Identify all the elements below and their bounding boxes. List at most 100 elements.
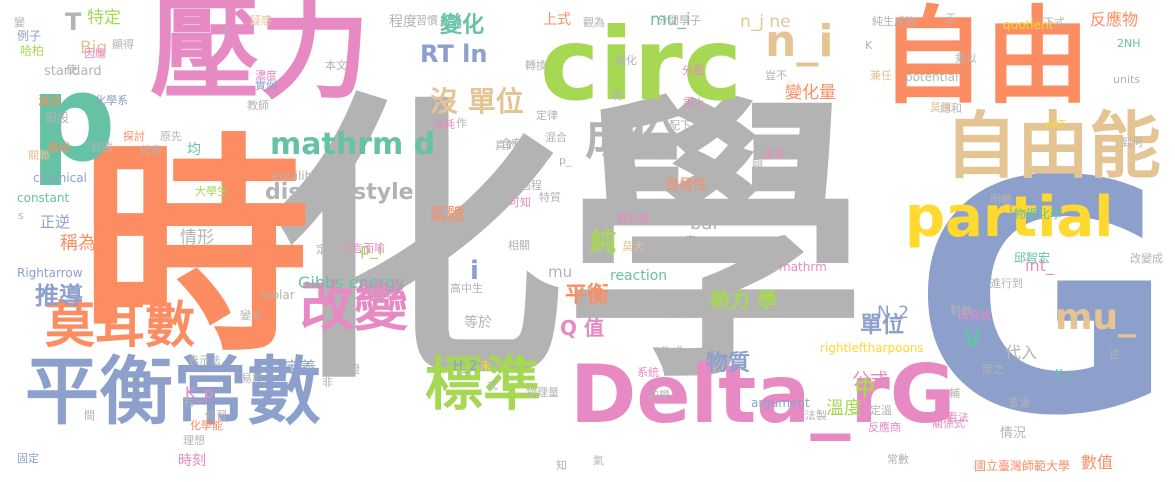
- word-29: 稱為: [60, 233, 96, 254]
- word-121: 生成: [661, 345, 683, 358]
- word-83: 哈柏: [20, 44, 45, 58]
- word-155: 陸之: [982, 363, 1004, 376]
- word-159: 原先: [160, 130, 182, 143]
- word-39: 熱力 學: [710, 288, 777, 312]
- word-125: 法製: [805, 409, 827, 422]
- word-68: Rightarrow: [17, 266, 83, 280]
- word-24: mu_i: [650, 10, 691, 30]
- word-26: 變化量: [785, 83, 836, 103]
- word-2: G: [912, 114, 1175, 482]
- word-160: 真的: [495, 139, 517, 152]
- word-32: 純: [590, 228, 617, 258]
- word-147: 到何: [1121, 136, 1143, 149]
- word-41: 單位: [860, 313, 905, 338]
- word-133: 進行到: [990, 277, 1023, 290]
- word-17: mu_: [1055, 297, 1137, 338]
- word-11: 標準: [425, 350, 542, 418]
- word-166: 定: [685, 234, 696, 247]
- word-66: rightleftharpoons: [820, 341, 924, 355]
- word-163: 含有: [501, 137, 523, 150]
- word-7: 自由能: [945, 104, 1162, 188]
- word-85: 假設: [45, 111, 70, 125]
- word-74: 代入: [1005, 343, 1038, 362]
- word-38: Q 值: [560, 316, 604, 340]
- word-173: 氣: [593, 454, 604, 467]
- word-136: 下純: [367, 268, 389, 281]
- word-154: 唯其: [662, 206, 684, 219]
- word-135: 定理式: [316, 243, 349, 256]
- word-126: 定溫: [870, 404, 892, 417]
- word-103: 兼任: [870, 69, 892, 82]
- word-59: standard: [44, 64, 102, 79]
- word-62: constant: [17, 191, 70, 205]
- word-111: 可知: [509, 196, 531, 209]
- word-46: NH_3: [934, 265, 982, 286]
- word-142: 狀態: [91, 141, 113, 154]
- word-102: 乘以: [955, 52, 977, 65]
- word-96: 轉換: [525, 59, 547, 72]
- word-144: 2NH: [1117, 37, 1141, 50]
- word-112: 特質: [539, 191, 561, 204]
- word-12: 改變: [300, 275, 408, 338]
- word-179: 正: [945, 12, 956, 25]
- word-8: 平衡常數: [25, 349, 321, 435]
- word-72: H_2: [453, 359, 478, 374]
- word-33: i: [470, 256, 479, 286]
- word-90: 實例: [255, 79, 277, 92]
- word-64: molar: [260, 288, 295, 302]
- word-50: 自發性: [665, 177, 707, 193]
- word-14: 成份: [585, 111, 677, 165]
- word-152: 觀為: [583, 16, 605, 29]
- word-107: 乘上: [683, 96, 705, 109]
- word-168: 未: [480, 359, 491, 372]
- word-67: mathrm: [779, 260, 827, 274]
- word-150: 變: [14, 16, 25, 29]
- word-10: partial: [905, 185, 1114, 250]
- word-4: 自由: [880, 0, 1091, 118]
- word-0: 化學: [265, 70, 865, 419]
- word-93: 程度: [389, 14, 417, 30]
- word-162: 剛: [752, 158, 763, 171]
- word-15: n_i: [765, 16, 834, 67]
- word-22: 特定: [87, 8, 121, 28]
- word-177: 式: [487, 379, 498, 392]
- word-140: 代表: [140, 144, 162, 157]
- word-77: 表示法: [188, 354, 221, 367]
- word-89: 教師: [247, 99, 269, 112]
- word-13: 莫耳數: [45, 296, 195, 354]
- word-73: p_i: [360, 240, 383, 259]
- word-51: 氣體: [430, 205, 464, 225]
- word-164: 作: [456, 117, 467, 130]
- word-81: 固定: [17, 452, 39, 465]
- word-52: 均: [187, 142, 201, 158]
- word-109: 混合: [545, 131, 567, 144]
- word-71: N_2: [877, 303, 910, 323]
- word-92: 本文: [325, 59, 347, 72]
- word-20: 變化: [440, 13, 485, 38]
- word-80: 修習: [205, 409, 227, 422]
- word-87: 關聯: [28, 149, 50, 162]
- word-105: 豈不: [765, 69, 787, 82]
- word-23: Big: [80, 38, 108, 58]
- word-70: K_c: [1055, 367, 1076, 381]
- word-97: 隨化: [615, 54, 637, 67]
- word-100: 總和: [940, 102, 962, 115]
- word-5: circ: [540, 6, 743, 123]
- word-130: 意涵: [1008, 396, 1030, 409]
- word-180: K: [865, 39, 873, 52]
- word-127: 反應商: [868, 421, 901, 434]
- word-55: 國立臺灣師範大學: [974, 459, 1071, 473]
- word-1: 時: [80, 116, 311, 383]
- word-3: 壓力: [150, 0, 370, 114]
- word-58: quotient: [1003, 18, 1054, 32]
- word-143: 因應: [84, 47, 106, 60]
- word-122: 物理量: [526, 386, 559, 399]
- word-151: 顯得: [112, 38, 134, 51]
- word-148: 改變成: [1130, 252, 1163, 265]
- word-110: 過程: [520, 179, 542, 192]
- word-101: 莫耳: [930, 101, 952, 114]
- word-86: 化學系: [95, 94, 128, 107]
- word-78: 理想: [183, 434, 205, 447]
- word-170: 非: [322, 376, 333, 389]
- word-9: Delta_rG: [570, 348, 956, 441]
